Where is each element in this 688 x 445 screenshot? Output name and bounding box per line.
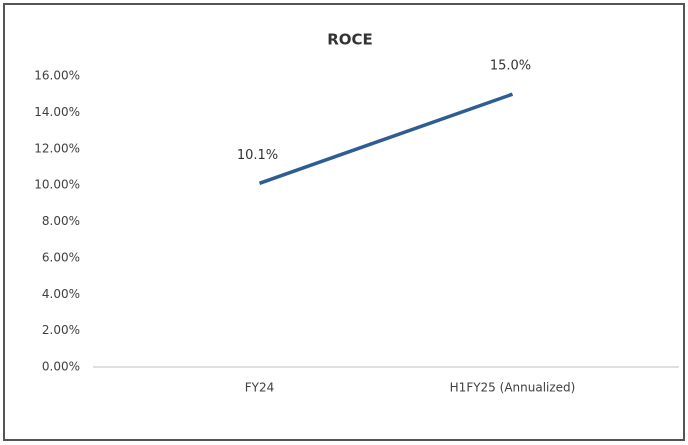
y-tick-label: 0.00% [42, 360, 80, 374]
x-tick-label: FY24 [245, 381, 275, 395]
chart-title: ROCE [327, 31, 373, 49]
data-label: 15.0% [490, 59, 531, 74]
y-tick-label: 12.00% [34, 141, 80, 155]
y-tick-label: 8.00% [42, 214, 80, 228]
y-tick-label: 2.00% [42, 323, 80, 337]
y-tick-label: 16.00% [34, 69, 80, 83]
y-tick-label: 10.00% [34, 178, 80, 192]
y-tick-label: 14.00% [34, 105, 80, 119]
y-tick-label: 4.00% [42, 287, 80, 301]
line-series [258, 92, 514, 185]
chart-frame [3, 3, 685, 441]
data-label: 10.1% [237, 148, 278, 163]
y-tick-label: 6.00% [42, 250, 80, 264]
x-tick-label: H1FY25 (Annualized) [450, 381, 576, 395]
